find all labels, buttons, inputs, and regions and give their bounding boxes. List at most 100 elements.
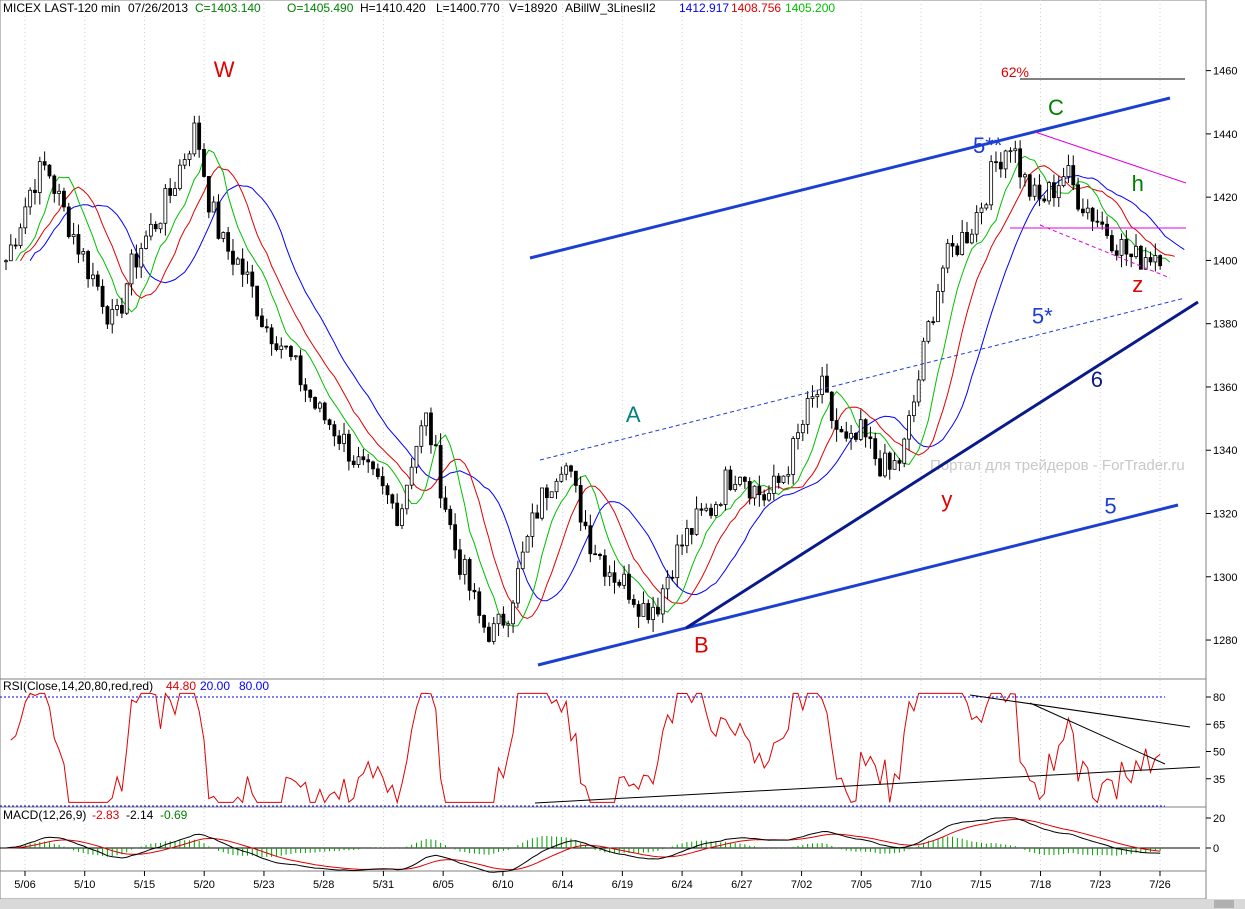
price-bar-body [844, 431, 849, 439]
date-axis-labels: 5/06 5/10 5/15 5/20 5/23 5/28 5/31 6/05 6/10 6/14… [14, 871, 1171, 891]
ma-blue-line [29, 174, 1185, 602]
price-bar-body [849, 432, 854, 439]
price-bar-body [544, 487, 549, 499]
date-tick-label: 6/14 [552, 879, 573, 891]
price-bar-body [1027, 174, 1032, 197]
price-bar-body [153, 223, 158, 230]
price-bar-body [564, 465, 569, 475]
price-bar-body [771, 475, 776, 494]
price-bar-body [757, 485, 762, 496]
price-bar-body [762, 494, 767, 501]
price-bar-body [781, 475, 786, 483]
price-bar-body [535, 512, 540, 519]
price-bar-body [839, 428, 844, 433]
price-bar-body [1129, 253, 1134, 258]
price-bar-body [1105, 223, 1109, 236]
price-bar-body [37, 161, 42, 193]
price-bar-body [448, 508, 453, 526]
price-bar-body [28, 189, 33, 208]
price-bar-body [858, 419, 863, 440]
price-bar-body [868, 436, 873, 440]
price-bar-body [573, 470, 578, 486]
price-bar-body [1052, 182, 1056, 199]
price-bar-body [921, 340, 926, 381]
date-tick-label: 7/23 [1090, 879, 1111, 891]
price-bar-body [1061, 176, 1066, 187]
price-bar-body [607, 572, 612, 577]
wave-label: W [214, 57, 235, 82]
price-panel[interactable] [0, 0, 1207, 680]
price-bar-body [163, 188, 168, 224]
price-bar-body [796, 432, 800, 439]
price-bar-body [66, 206, 71, 237]
price-bar-body [95, 274, 100, 287]
price-bar-body [216, 201, 221, 239]
rsi-panel[interactable] [0, 678, 1207, 808]
date-tick-label: 6/27 [731, 879, 752, 891]
price-bar-body [293, 355, 298, 358]
price-bar-body [404, 484, 409, 510]
price-bar-body [390, 494, 395, 504]
price-bar-body [371, 461, 375, 470]
price-bar-body [129, 253, 134, 285]
price-bar-body [834, 420, 839, 430]
price-bar-body [76, 234, 81, 255]
price-bar-body [883, 452, 887, 477]
price-bar-body [221, 232, 226, 239]
wave-label: A [626, 402, 641, 427]
scrollbar-thumb[interactable] [1214, 900, 1234, 908]
price-bar-body [989, 161, 994, 206]
price-bar-body [651, 606, 656, 620]
macd-tick-label: 0 [1213, 843, 1219, 855]
price-bar-body [110, 309, 115, 325]
price-bar-body [998, 161, 1003, 170]
price-bar-body [332, 424, 337, 437]
macd-line [5, 817, 1161, 873]
price-bar-body [1047, 182, 1051, 202]
triangle-lower [1039, 224, 1171, 279]
price-bar-body [660, 588, 665, 615]
macd-value-1: -2.83 [92, 808, 120, 822]
price-bar-body [1013, 148, 1018, 152]
scrollbar[interactable] [0, 899, 1245, 909]
price-bar-body [1037, 184, 1042, 200]
wave-label: C [1048, 95, 1064, 120]
price-bar-body [414, 445, 419, 468]
price-bar-body [33, 189, 37, 193]
price-bar-body [351, 460, 356, 466]
price-bar-body [231, 250, 235, 265]
open-label: O=1405.490 [287, 1, 354, 15]
price-bar-body [52, 175, 57, 194]
price-bar-body [491, 623, 496, 642]
price-bar-body [23, 206, 28, 229]
price-bar-body [583, 521, 588, 527]
price-bar-body [767, 492, 771, 501]
price-bar-body [670, 576, 675, 579]
price-bar-body [738, 476, 742, 485]
price-bar-body [897, 460, 902, 464]
wave-label: B [694, 633, 709, 658]
price-bar-body [955, 245, 960, 255]
wave-trendline-6 [685, 300, 1199, 630]
price-bar-body [979, 207, 984, 213]
price-bar-body [62, 190, 66, 208]
date-tick-label: 6/19 [612, 879, 633, 891]
price-bar-body [501, 613, 506, 626]
date-tick-label: 5/28 [313, 879, 334, 891]
price-bar-body [1008, 150, 1013, 153]
price-bar-body [313, 396, 317, 409]
wave-label: 6 [1091, 367, 1103, 392]
price-bar-body [907, 415, 911, 440]
price-bar-body [940, 267, 945, 292]
price-bar-body [438, 445, 443, 499]
date-axis [0, 870, 1207, 900]
price-tick-label: 1440 [1213, 129, 1237, 141]
date-tick-label: 7/05 [851, 879, 872, 891]
price-bar-body [1023, 174, 1027, 178]
price-bar-body [327, 419, 332, 426]
wave-label: 62% [1001, 64, 1029, 80]
price-bar-body [665, 576, 670, 590]
price-bar-body [694, 508, 699, 535]
price-bar-body [540, 487, 544, 519]
date-tick-label: 5/23 [253, 879, 274, 891]
